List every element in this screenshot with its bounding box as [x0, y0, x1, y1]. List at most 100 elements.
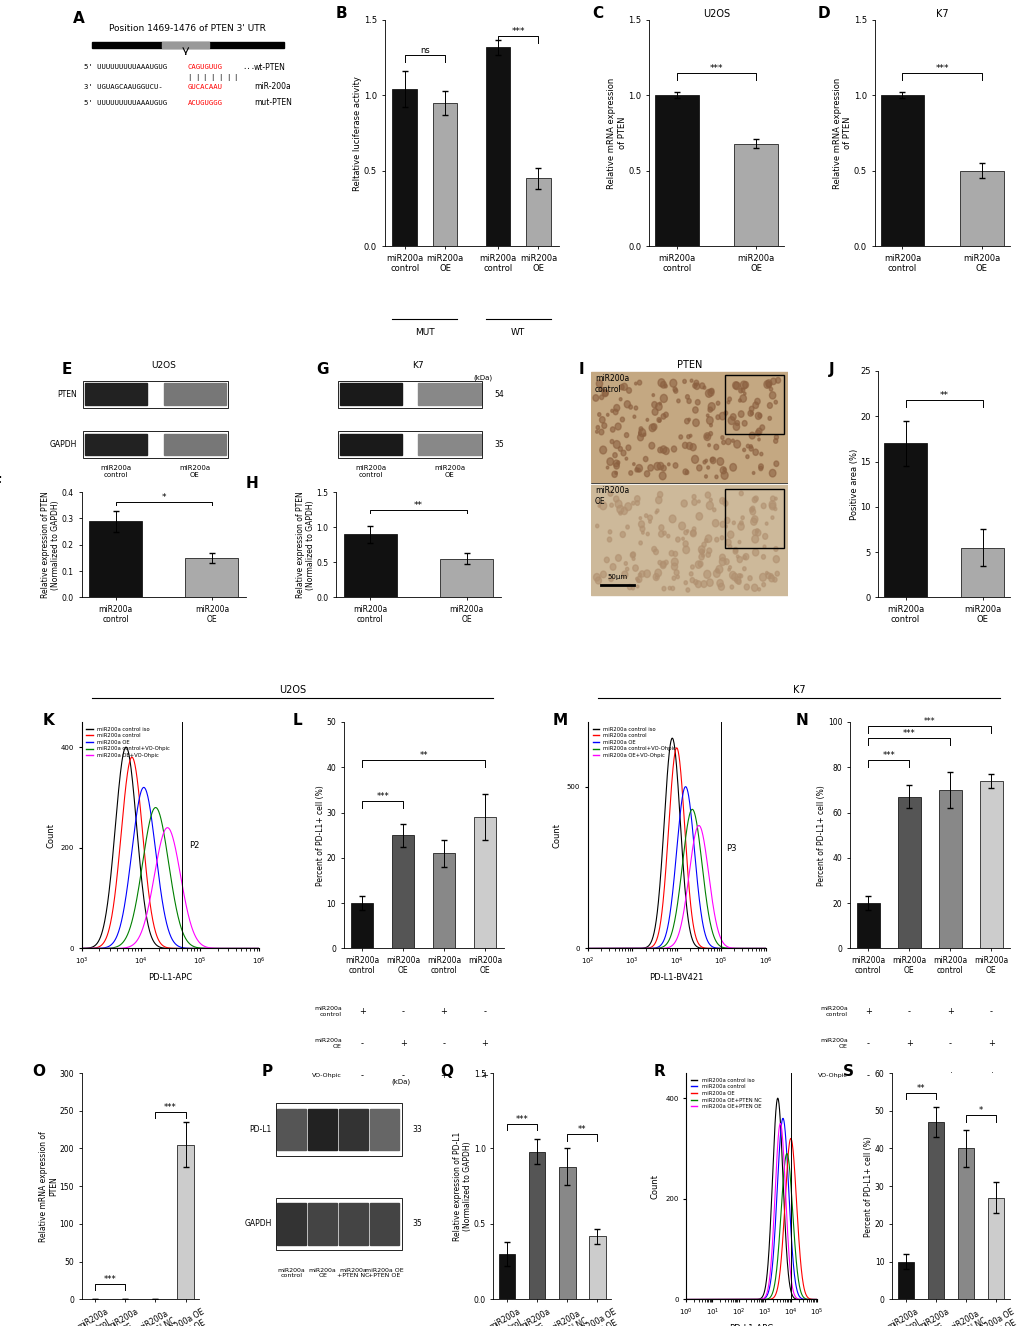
Circle shape — [772, 439, 777, 443]
Bar — [277, 1203, 306, 1245]
Text: -: - — [483, 1008, 486, 1016]
Circle shape — [612, 460, 619, 467]
Circle shape — [639, 427, 642, 431]
Circle shape — [628, 471, 632, 475]
Text: R: R — [653, 1063, 664, 1079]
Circle shape — [673, 552, 677, 557]
Circle shape — [707, 403, 714, 411]
Circle shape — [733, 382, 740, 390]
Circle shape — [668, 550, 674, 556]
Circle shape — [625, 457, 627, 460]
Circle shape — [770, 516, 773, 520]
Circle shape — [702, 386, 705, 390]
Circle shape — [692, 383, 696, 389]
Text: ***: *** — [511, 27, 525, 36]
Circle shape — [639, 526, 644, 532]
Circle shape — [749, 509, 755, 514]
Title: U2OS: U2OS — [702, 9, 730, 19]
Bar — [987, 1197, 1004, 1299]
Text: MUT: MUT — [415, 328, 434, 337]
Circle shape — [772, 556, 779, 562]
Circle shape — [651, 408, 657, 415]
Circle shape — [766, 403, 771, 408]
Text: GAPDH: GAPDH — [244, 1220, 271, 1228]
Bar — [897, 1262, 913, 1299]
Circle shape — [758, 464, 762, 469]
Circle shape — [645, 419, 648, 422]
Circle shape — [620, 418, 624, 422]
Circle shape — [752, 402, 758, 408]
Circle shape — [635, 464, 642, 472]
Text: +: + — [359, 1008, 365, 1016]
Text: ACUGUGGG: ACUGUGGG — [187, 99, 222, 106]
Bar — [89, 521, 142, 598]
Circle shape — [706, 579, 712, 586]
Circle shape — [731, 439, 734, 443]
Circle shape — [773, 461, 777, 467]
Circle shape — [695, 399, 699, 404]
Text: M: M — [552, 713, 567, 728]
Circle shape — [653, 463, 660, 471]
Y-axis label: Percent of PD-L1+ cell (%): Percent of PD-L1+ cell (%) — [316, 785, 324, 886]
Circle shape — [742, 420, 746, 426]
Bar — [84, 431, 227, 457]
Circle shape — [652, 574, 658, 581]
Circle shape — [746, 444, 749, 448]
Circle shape — [715, 415, 719, 419]
Circle shape — [690, 530, 696, 537]
Circle shape — [681, 500, 687, 507]
Circle shape — [657, 379, 664, 387]
Circle shape — [738, 411, 743, 418]
Circle shape — [693, 579, 697, 585]
Circle shape — [687, 418, 690, 422]
Circle shape — [768, 387, 772, 391]
Text: I: I — [579, 362, 584, 377]
Bar — [418, 383, 480, 404]
Circle shape — [749, 406, 753, 411]
Circle shape — [686, 435, 690, 439]
Text: -: - — [361, 1040, 364, 1048]
Text: (kDa): (kDa) — [391, 1078, 411, 1085]
Circle shape — [627, 585, 632, 590]
Text: 54: 54 — [493, 390, 503, 399]
Bar — [392, 89, 417, 247]
Circle shape — [733, 548, 737, 553]
Circle shape — [719, 497, 725, 504]
Text: **: ** — [916, 1083, 924, 1093]
Circle shape — [621, 383, 627, 390]
Text: -: - — [866, 1071, 869, 1079]
Bar — [164, 434, 226, 455]
Circle shape — [621, 450, 626, 456]
Text: **: ** — [414, 501, 423, 511]
Circle shape — [761, 554, 764, 560]
Circle shape — [644, 471, 649, 477]
Text: -: - — [442, 1040, 445, 1048]
Circle shape — [743, 392, 745, 395]
Text: H: H — [246, 476, 259, 492]
Y-axis label: Relative expression of PTEN
(Normalized to GAPDH): Relative expression of PTEN (Normalized … — [296, 492, 315, 598]
Circle shape — [671, 446, 676, 452]
Circle shape — [760, 503, 765, 509]
Circle shape — [707, 407, 712, 412]
Circle shape — [739, 395, 746, 402]
Circle shape — [616, 505, 624, 513]
Circle shape — [695, 581, 701, 587]
Text: miR200a
+PTEN NC: miR200a +PTEN NC — [337, 1268, 370, 1278]
Circle shape — [751, 516, 757, 522]
Bar — [339, 383, 401, 404]
Y-axis label: Count: Count — [650, 1174, 659, 1199]
Circle shape — [659, 562, 665, 569]
Circle shape — [765, 379, 771, 387]
Text: J: J — [827, 362, 834, 377]
Text: P2: P2 — [189, 841, 199, 850]
Bar — [589, 1236, 605, 1299]
Circle shape — [765, 382, 770, 387]
Text: +: + — [481, 1071, 488, 1079]
Circle shape — [632, 557, 635, 561]
Circle shape — [659, 446, 666, 453]
Circle shape — [701, 554, 704, 557]
Circle shape — [770, 378, 775, 385]
Bar — [308, 1109, 336, 1151]
Circle shape — [773, 435, 777, 439]
Circle shape — [704, 475, 707, 479]
